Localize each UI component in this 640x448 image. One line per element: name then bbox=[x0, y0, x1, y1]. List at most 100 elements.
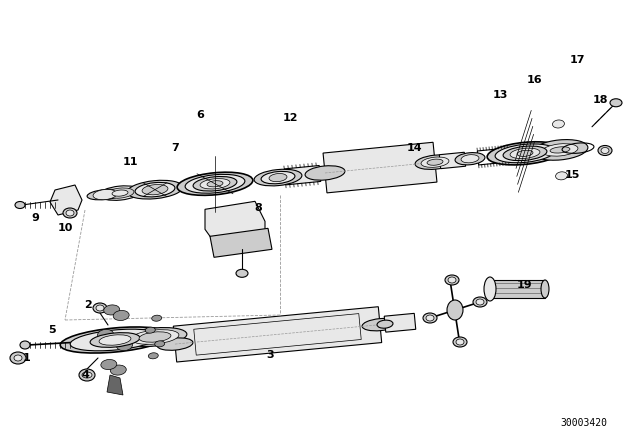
Ellipse shape bbox=[63, 208, 77, 218]
Ellipse shape bbox=[82, 372, 92, 378]
Ellipse shape bbox=[131, 330, 179, 345]
Ellipse shape bbox=[148, 353, 158, 359]
Ellipse shape bbox=[484, 277, 496, 301]
Ellipse shape bbox=[90, 333, 140, 347]
Ellipse shape bbox=[421, 157, 449, 168]
Ellipse shape bbox=[362, 319, 398, 331]
Ellipse shape bbox=[610, 99, 622, 107]
Ellipse shape bbox=[113, 310, 129, 320]
Ellipse shape bbox=[261, 172, 295, 184]
Ellipse shape bbox=[473, 297, 487, 307]
Ellipse shape bbox=[556, 172, 568, 180]
Ellipse shape bbox=[503, 146, 547, 161]
Ellipse shape bbox=[601, 147, 609, 154]
Ellipse shape bbox=[200, 179, 230, 189]
Text: 10: 10 bbox=[58, 223, 73, 233]
Ellipse shape bbox=[177, 172, 253, 195]
Ellipse shape bbox=[445, 275, 459, 285]
Ellipse shape bbox=[550, 147, 570, 153]
Text: 3: 3 bbox=[266, 350, 274, 360]
Polygon shape bbox=[210, 228, 272, 257]
Text: 30003420: 30003420 bbox=[560, 418, 607, 428]
Text: 8: 8 bbox=[254, 203, 262, 213]
Ellipse shape bbox=[510, 148, 540, 159]
Ellipse shape bbox=[552, 120, 564, 128]
Ellipse shape bbox=[427, 159, 443, 165]
Ellipse shape bbox=[456, 339, 464, 345]
Ellipse shape bbox=[99, 186, 141, 200]
Text: 16: 16 bbox=[527, 75, 543, 85]
Ellipse shape bbox=[461, 155, 479, 163]
Ellipse shape bbox=[185, 174, 245, 193]
Polygon shape bbox=[205, 201, 265, 243]
Ellipse shape bbox=[93, 190, 117, 200]
Ellipse shape bbox=[495, 144, 555, 163]
Text: 7: 7 bbox=[171, 143, 179, 153]
Text: 6: 6 bbox=[196, 110, 204, 120]
Ellipse shape bbox=[542, 144, 578, 156]
Ellipse shape bbox=[79, 369, 95, 381]
Ellipse shape bbox=[236, 269, 248, 277]
Text: 11: 11 bbox=[122, 157, 138, 167]
Polygon shape bbox=[173, 307, 381, 362]
Ellipse shape bbox=[254, 169, 302, 186]
Ellipse shape bbox=[70, 329, 160, 351]
Ellipse shape bbox=[455, 153, 485, 165]
Text: 13: 13 bbox=[492, 90, 508, 100]
Ellipse shape bbox=[20, 341, 30, 349]
Ellipse shape bbox=[106, 188, 134, 198]
Ellipse shape bbox=[476, 299, 484, 305]
Ellipse shape bbox=[377, 320, 393, 328]
Ellipse shape bbox=[541, 280, 549, 298]
Ellipse shape bbox=[426, 315, 434, 321]
Ellipse shape bbox=[269, 173, 287, 181]
Ellipse shape bbox=[423, 313, 437, 323]
Polygon shape bbox=[284, 165, 321, 185]
Text: 4: 4 bbox=[81, 370, 89, 380]
Ellipse shape bbox=[554, 146, 566, 154]
Ellipse shape bbox=[116, 340, 132, 351]
Text: 17: 17 bbox=[569, 55, 585, 65]
Ellipse shape bbox=[101, 359, 117, 370]
Ellipse shape bbox=[10, 352, 26, 364]
Ellipse shape bbox=[152, 315, 162, 321]
Text: 2: 2 bbox=[84, 300, 92, 310]
Ellipse shape bbox=[60, 327, 170, 353]
Ellipse shape bbox=[517, 150, 533, 156]
Ellipse shape bbox=[112, 190, 128, 196]
Ellipse shape bbox=[99, 335, 131, 345]
Ellipse shape bbox=[127, 180, 183, 199]
Text: 9: 9 bbox=[31, 213, 39, 223]
Ellipse shape bbox=[110, 365, 126, 375]
Polygon shape bbox=[50, 185, 82, 215]
Ellipse shape bbox=[487, 142, 563, 165]
Polygon shape bbox=[323, 142, 437, 193]
Ellipse shape bbox=[97, 329, 113, 340]
Ellipse shape bbox=[532, 140, 588, 160]
Ellipse shape bbox=[415, 155, 455, 169]
Text: 1: 1 bbox=[23, 353, 31, 363]
Polygon shape bbox=[490, 280, 545, 298]
Text: 18: 18 bbox=[592, 95, 608, 105]
Text: 12: 12 bbox=[282, 113, 298, 123]
Text: 19: 19 bbox=[517, 280, 533, 290]
Polygon shape bbox=[384, 313, 416, 332]
Text: 5: 5 bbox=[48, 325, 56, 335]
Text: 14: 14 bbox=[407, 143, 423, 153]
Ellipse shape bbox=[598, 146, 612, 155]
Ellipse shape bbox=[207, 181, 223, 187]
Ellipse shape bbox=[453, 337, 467, 347]
Ellipse shape bbox=[93, 303, 107, 313]
Text: 15: 15 bbox=[564, 170, 580, 180]
Ellipse shape bbox=[135, 182, 175, 197]
Ellipse shape bbox=[193, 177, 237, 191]
Ellipse shape bbox=[14, 355, 22, 361]
Ellipse shape bbox=[87, 190, 123, 200]
Ellipse shape bbox=[155, 341, 164, 347]
Ellipse shape bbox=[123, 327, 187, 346]
Ellipse shape bbox=[305, 166, 345, 180]
Ellipse shape bbox=[447, 300, 463, 320]
Ellipse shape bbox=[15, 202, 25, 208]
Ellipse shape bbox=[157, 338, 193, 350]
Ellipse shape bbox=[145, 327, 156, 333]
